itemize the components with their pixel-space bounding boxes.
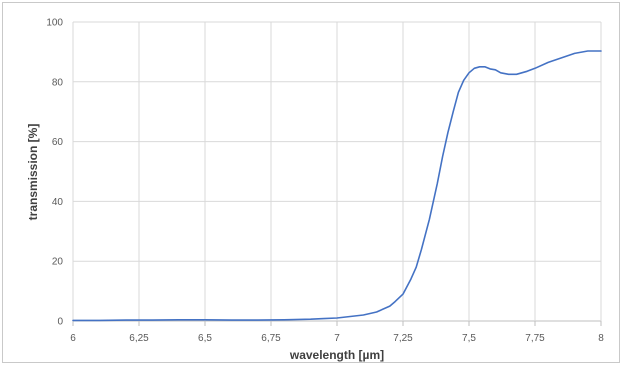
chart-frame [2, 2, 620, 363]
x-tick-label: 6,5 [198, 333, 212, 344]
y-axis-title: transmission [%] [26, 124, 40, 221]
x-tick-label: 7,75 [525, 333, 545, 344]
x-tick-label: 7 [334, 333, 340, 344]
y-tick-label: 40 [52, 197, 64, 208]
x-axis-title: wavelength [µm] [289, 348, 384, 362]
x-tick-label: 7,25 [393, 333, 413, 344]
y-tick-label: 20 [52, 257, 64, 268]
y-tick-label: 0 [57, 317, 63, 328]
y-tick-label: 100 [46, 18, 63, 29]
x-tick-label: 8 [598, 333, 604, 344]
x-tick-label: 7,5 [462, 333, 476, 344]
x-axis-ticks: 6 6,25 6,5 6,75 7 7,25 7,5 7,75 8 [70, 333, 604, 344]
y-tick-label: 80 [52, 77, 64, 88]
grid [72, 21, 602, 326]
x-tick-label: 6,25 [129, 333, 149, 344]
series-line [72, 50, 602, 322]
x-tick-label: 6,75 [261, 333, 281, 344]
y-tick-label: 60 [52, 137, 64, 148]
x-tick-label: 6 [70, 333, 76, 344]
y-axis-ticks: 0 20 40 60 80 100 [46, 18, 63, 328]
series-layer [72, 50, 602, 322]
